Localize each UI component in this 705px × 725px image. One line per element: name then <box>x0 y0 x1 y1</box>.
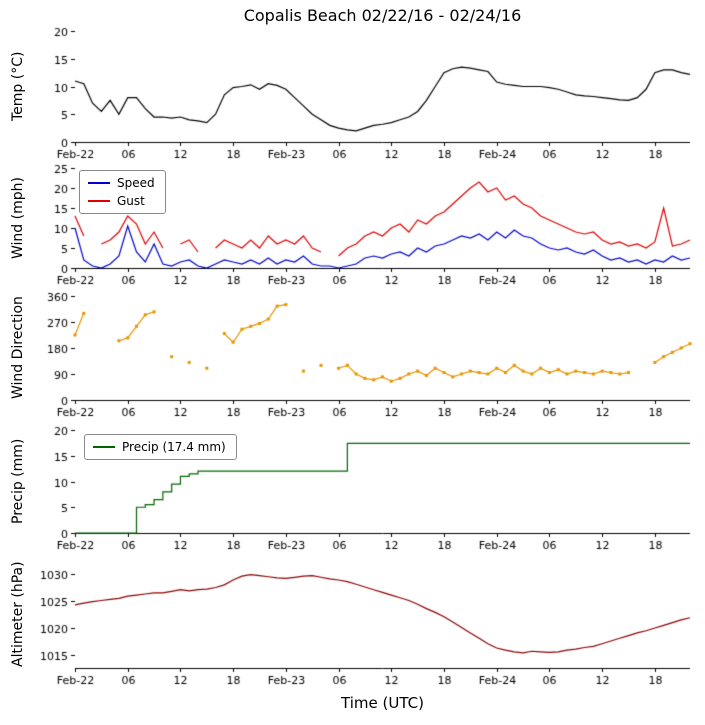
legend-precip-label: Precip (17.4 mm) <box>122 440 226 454</box>
legend-entry-speed: Speed <box>88 174 155 192</box>
ylabel-wind-direction: Wind Direction <box>10 296 26 400</box>
chart-title: Copalis Beach 02/22/16 - 02/24/16 <box>243 6 522 25</box>
precip-line-swatch <box>93 446 115 448</box>
ylabel-wind: Wind (mph) <box>10 177 26 259</box>
speed-line-swatch <box>88 182 110 184</box>
legend-gust-label: Gust <box>117 194 145 208</box>
gust-line-swatch <box>88 200 110 202</box>
legend-entry-gust: Gust <box>88 192 155 210</box>
wind-legend: Speed Gust <box>79 170 166 214</box>
precip-legend: Precip (17.4 mm) <box>84 434 237 460</box>
ylabel-altimeter: Altimeter (hPa) <box>10 561 26 667</box>
legend-entry-precip: Precip (17.4 mm) <box>93 438 226 456</box>
legend-speed-label: Speed <box>117 176 155 190</box>
x-axis-title: Time (UTC) <box>341 694 424 712</box>
ylabel-temp: Temp (°C) <box>10 51 26 122</box>
ylabel-precip: Precip (mm) <box>10 438 26 525</box>
